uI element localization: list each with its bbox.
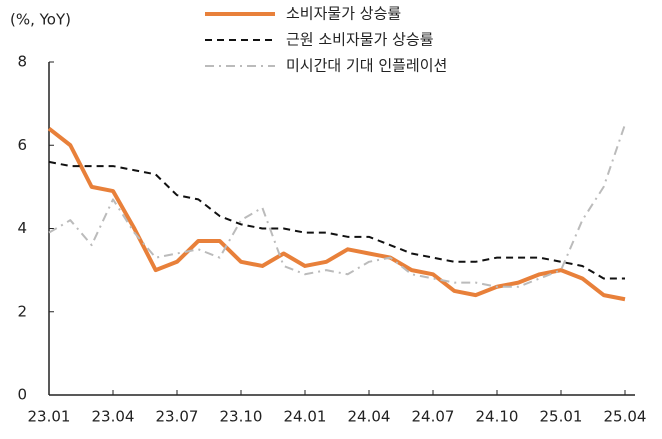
- x-tick-label: 25.01: [540, 408, 583, 426]
- series-line: [47, 127, 626, 302]
- x-tick-label: 23.04: [92, 408, 135, 426]
- x-tick-label: 25.04: [604, 408, 647, 426]
- y-tick-label: 2: [17, 302, 27, 320]
- y-tick-label: 0: [17, 386, 27, 404]
- x-tick-label: 24.10: [476, 408, 519, 426]
- y-axis-label: (%, YoY): [10, 11, 71, 29]
- x-tick-label: 23.07: [156, 408, 199, 426]
- y-tick-label: 8: [17, 53, 27, 71]
- series-line: [48, 124, 626, 288]
- x-tick-label: 24.07: [412, 408, 455, 426]
- x-tick-label: 23.01: [28, 408, 71, 426]
- x-tick-label: 24.01: [284, 408, 327, 426]
- x-tick-label: 24.04: [348, 408, 391, 426]
- x-tick-label: 23.10: [220, 408, 263, 426]
- series-line: [48, 160, 625, 280]
- y-tick-label: 6: [17, 136, 27, 154]
- legend-label: 소비자물가 상승률: [286, 5, 401, 23]
- y-tick-label: 4: [17, 219, 27, 237]
- legend-label: 근원 소비자물가 상승률: [286, 31, 434, 49]
- legend-label: 미시간대 기대 인플레이션: [286, 57, 447, 75]
